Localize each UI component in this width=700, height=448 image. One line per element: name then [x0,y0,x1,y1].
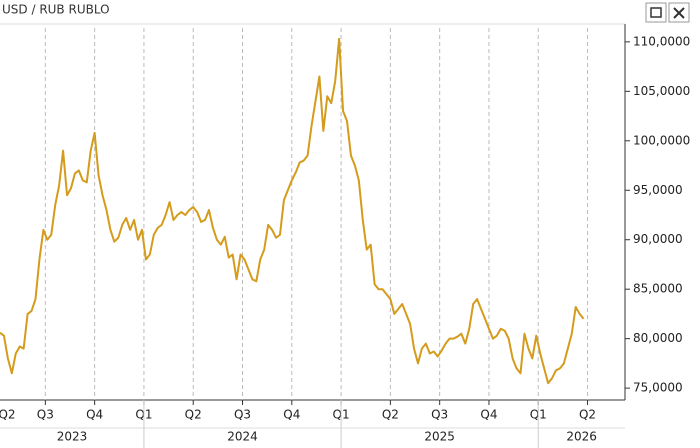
x-tick-label: Q2 [382,408,399,422]
chart-title: USD / RUB RUBLO [2,3,110,17]
x-tick-label: Q4 [86,408,103,422]
window-buttons[interactable] [645,2,690,23]
year-label: 2026 [566,430,597,444]
x-tick-label: Q2 [0,408,16,422]
y-tick-label: 85,0000 [633,282,683,296]
x-tick-label: Q2 [579,408,596,422]
year-label: 2025 [424,430,455,444]
x-tick-label: Q3 [234,408,251,422]
y-tick-label: 90,0000 [633,232,683,246]
year-label: 2023 [57,430,88,444]
close-icon [673,7,685,19]
x-tick-label: Q4 [480,408,497,422]
x-tick-label: Q2 [185,408,202,422]
x-tick-label: Q4 [283,408,300,422]
y-tick-label: 95,0000 [633,183,683,197]
year-label: 2024 [227,430,258,444]
y-tick-label: 105,0000 [633,84,690,98]
x-tick-label: Q3 [37,408,54,422]
y-tick-label: 100,0000 [633,133,690,147]
price-line [0,37,585,385]
restore-icon [650,7,662,18]
y-tick-label: 80,0000 [633,331,683,345]
restore-button[interactable] [645,2,667,23]
y-tick-label: 110,0000 [633,34,690,48]
x-tick-label: Q3 [431,408,448,422]
y-tick-label: 75,0000 [633,381,683,395]
